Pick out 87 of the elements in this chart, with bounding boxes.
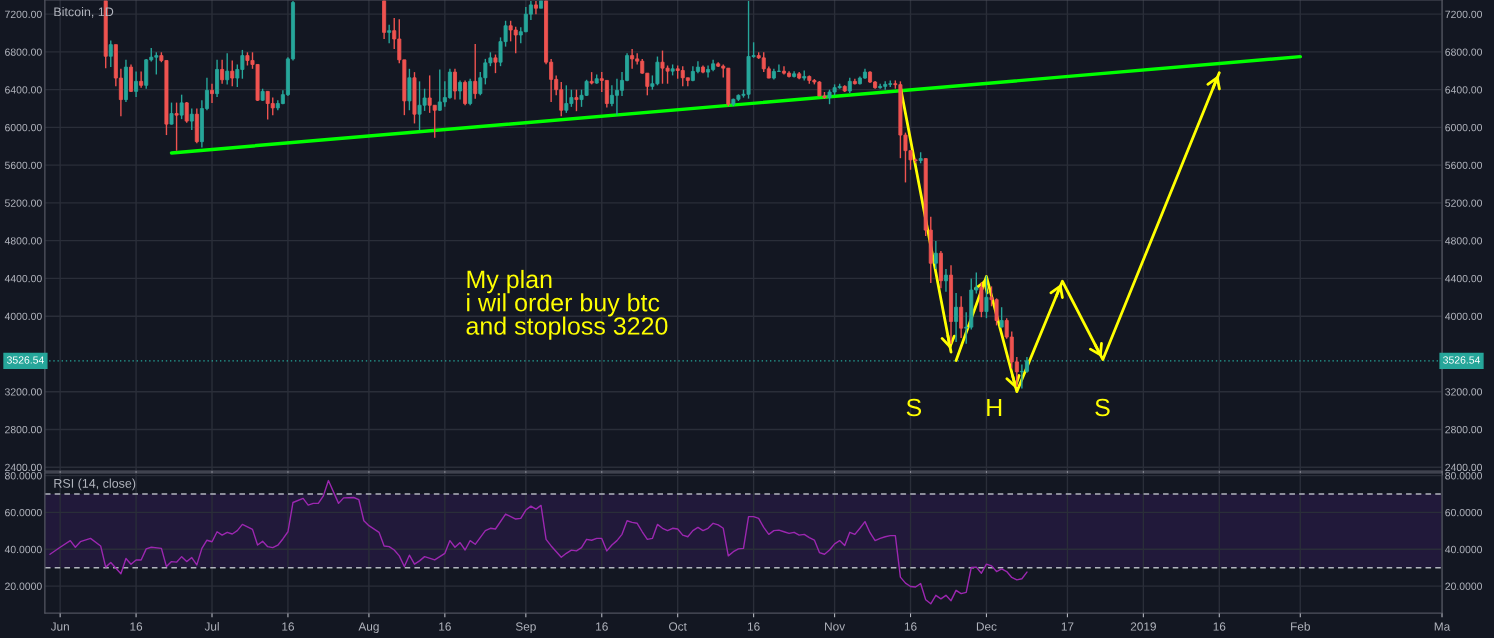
candlestick [473, 43, 478, 100]
y-tick-label: 20.0000 [5, 582, 42, 590]
x-tick-label: 16 [747, 622, 760, 631]
candlestick [174, 101, 179, 152]
line-series [954, 71, 1221, 394]
candlestick [574, 88, 579, 112]
candlestick [984, 275, 989, 319]
y2-tick-label: 5600.00 [1445, 161, 1483, 170]
candlestick [225, 52, 230, 86]
y-tick-label: 7200.00 [5, 10, 42, 19]
candlestick [493, 53, 498, 74]
y-tick-label: 2800.00 [5, 425, 42, 434]
candlestick [943, 268, 948, 293]
annotation: S [906, 398, 922, 417]
x-tick-label: 2019 [1130, 622, 1156, 631]
annotation: H [987, 398, 1002, 417]
annotation: RSI (14, close) [54, 478, 136, 491]
y2-tick-label: 60.0000 [1445, 508, 1483, 517]
x-tick-label: Ma [1434, 622, 1451, 631]
y-tick-label: 4800.00 [4, 237, 42, 245]
y2-tick-label: 6800.00 [1445, 48, 1483, 56]
y2-tick-label: 5200.00 [1445, 199, 1483, 207]
candlestick [230, 59, 235, 88]
y2-tick-label: 2400.00 [1445, 463, 1483, 472]
candlestick [933, 240, 938, 270]
candlestick [954, 292, 959, 343]
candlestick [108, 39, 113, 68]
candlestick [604, 79, 609, 109]
x-tick-label: Nov [825, 622, 846, 631]
annotation: S [1095, 398, 1110, 417]
candlestick [179, 93, 184, 120]
candlestick [452, 68, 457, 101]
y2-tick-label: 4400.00 [1445, 274, 1483, 283]
y2-tick-label: 80.0000 [1445, 472, 1483, 480]
candlestick [169, 101, 174, 126]
ref-line-label: 3526.54 [7, 356, 44, 364]
y-tick-label: 6800.00 [5, 48, 42, 56]
candlestick [210, 83, 214, 104]
y2-tick-label: 20.0000 [1445, 582, 1483, 590]
candlestick [407, 68, 412, 111]
y-tick-label: 5600.00 [4, 161, 42, 170]
x-tick-label: 16 [130, 622, 143, 631]
x-tick-label: Feb [1291, 622, 1310, 631]
x-tick-label: 16 [282, 622, 294, 631]
line-series [49, 479, 1028, 605]
y2-tick-label: 2800.00 [1445, 425, 1483, 434]
y2-tick-label: 4000.00 [1445, 312, 1483, 321]
y-tick-label: 4000.00 [4, 312, 42, 321]
candlestick [387, 24, 392, 45]
y-tick-label: 40.0000 [4, 545, 42, 554]
y2-tick-label: 6400.00 [1445, 86, 1483, 94]
x-tick-label: 16 [596, 622, 608, 631]
candlestick [630, 48, 635, 70]
candlestick [999, 306, 1004, 328]
candlestick [468, 78, 473, 106]
candlestick [139, 70, 144, 89]
y2-tick-label: 6000.00 [1445, 123, 1483, 132]
candlestick [220, 59, 225, 85]
y2-tick-label: 3200.00 [1445, 388, 1483, 396]
x-tick-label: Aug [358, 622, 379, 634]
x-tick-label: Dec [976, 622, 997, 631]
y-tick-label: 4400.00 [4, 274, 42, 283]
x-tick-label: 16 [439, 622, 451, 631]
x-tick-label: 16 [904, 622, 917, 631]
y-tick-label: 60.0000 [5, 508, 42, 517]
y-tick-label: 80.0000 [4, 472, 42, 480]
x-tick-label: Oct [669, 622, 687, 631]
x-tick-label: 17 [1061, 622, 1074, 631]
x-tick-label: Jul [204, 622, 219, 631]
candlestick [959, 295, 964, 339]
y-tick-label: 2400.00 [5, 463, 42, 472]
y-tick-label: 6400.00 [5, 86, 42, 94]
candlestick [458, 79, 463, 101]
y2-tick-label: 40.0000 [1445, 545, 1483, 554]
candlestick [189, 107, 194, 131]
y-tick-label: 6000.00 [5, 123, 42, 132]
x-tick-label: 16 [1213, 622, 1226, 631]
y-tick-label: 5200.00 [4, 199, 42, 207]
candlestick [463, 79, 468, 106]
text: 3526.54 [1443, 356, 1481, 364]
annotation: My plan i wil order buy btc and stoploss 3220 [466, 269, 668, 340]
y-tick-label: 3200.00 [4, 388, 42, 396]
y2-tick-label: 4800.00 [1445, 237, 1483, 245]
x-tick-label: Jun [50, 622, 69, 631]
x-tick-label: Sep [515, 622, 536, 634]
candlestick [134, 70, 139, 98]
y2-tick-label: 7200.00 [1445, 10, 1483, 19]
